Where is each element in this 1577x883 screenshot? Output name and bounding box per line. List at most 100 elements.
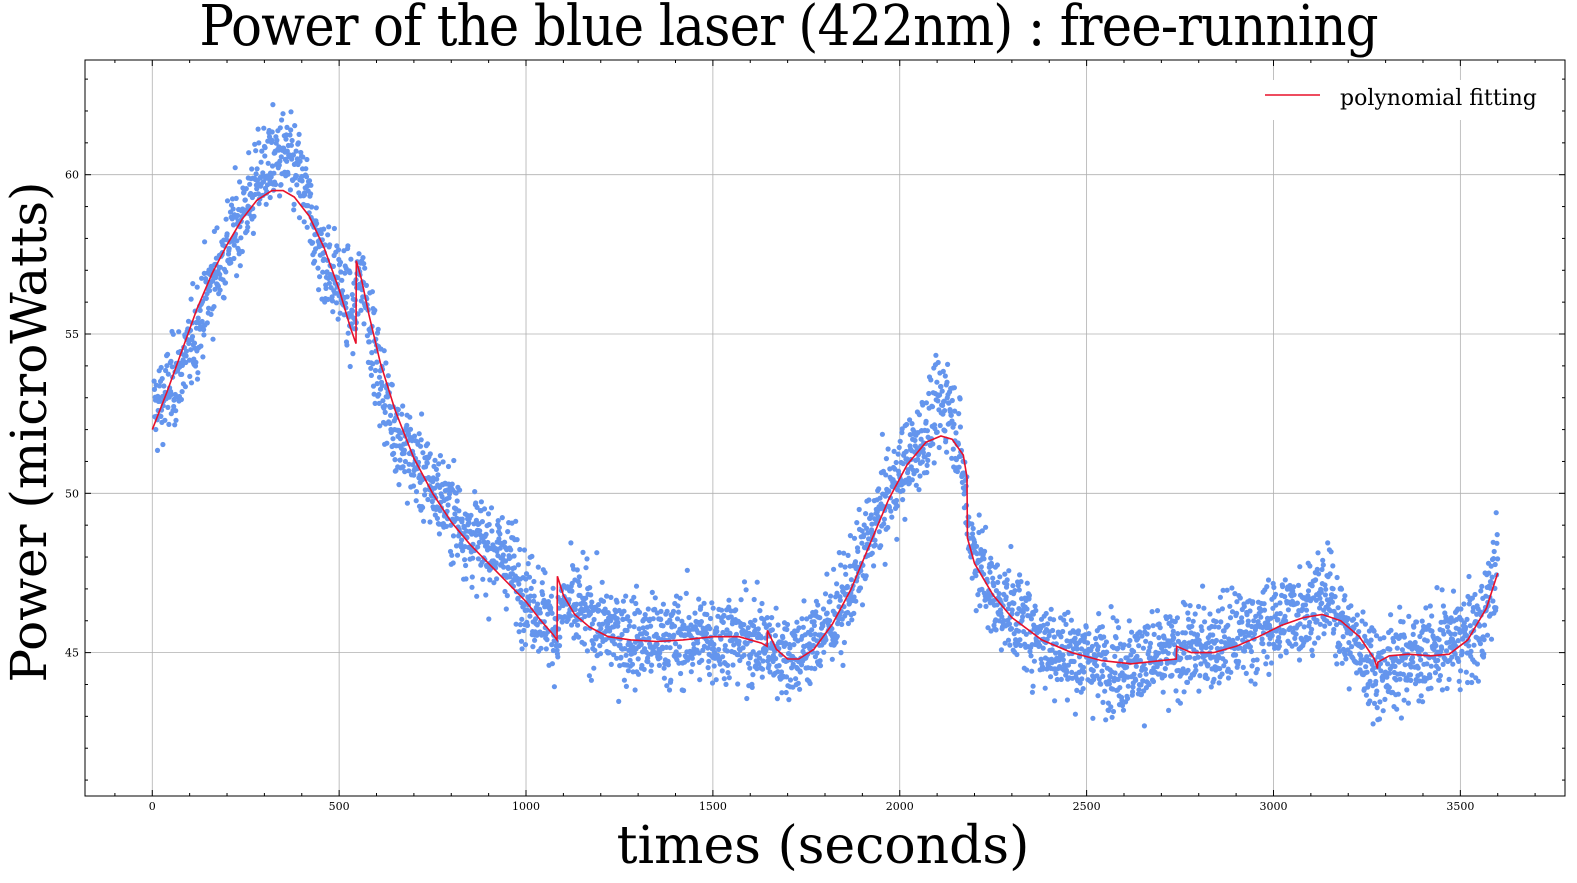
scatter-point: [1137, 629, 1143, 635]
scatter-point: [1346, 686, 1352, 692]
scatter-point: [1469, 595, 1475, 601]
scatter-point: [918, 436, 924, 442]
scatter-point: [1452, 651, 1458, 657]
scatter-point: [1292, 635, 1298, 642]
scatter-point: [539, 580, 545, 586]
scatter-point: [711, 663, 717, 669]
scatter-point: [1008, 543, 1014, 550]
scatter-point: [210, 278, 216, 284]
scatter-point: [707, 615, 714, 622]
scatter-point: [1481, 622, 1488, 628]
scatter-point: [161, 383, 167, 389]
scatter-point: [1305, 588, 1312, 594]
scatter-point: [271, 170, 277, 176]
x-tick-label: 1000: [512, 800, 540, 813]
scatter-point: [1094, 663, 1100, 669]
scatter-point: [824, 610, 830, 616]
scatter-point: [791, 642, 797, 648]
scatter-point: [404, 422, 410, 428]
legend-box: [1250, 80, 1550, 120]
scatter-point: [1225, 622, 1231, 629]
scatter-point: [1261, 601, 1267, 607]
scatter-point: [717, 661, 723, 667]
scatter-point: [956, 464, 962, 470]
scatter-point: [228, 260, 234, 266]
scatter-point: [590, 641, 597, 647]
scatter-point: [931, 460, 937, 466]
scatter-point: [1147, 640, 1154, 647]
scatter-point: [372, 400, 378, 406]
scatter-point: [293, 148, 299, 154]
scatter-point: [1394, 706, 1400, 712]
scatter-point: [1452, 631, 1458, 637]
scatter-point: [555, 654, 561, 660]
scatter-point: [1127, 637, 1133, 644]
scatter-point: [924, 428, 931, 434]
scatter-point: [527, 613, 533, 619]
scatter-point: [513, 621, 519, 627]
scatter-point: [1245, 618, 1251, 624]
scatter-point: [942, 408, 948, 414]
scatter-point: [944, 379, 950, 385]
scatter-point: [1213, 637, 1219, 644]
scatter-point: [1242, 648, 1248, 654]
scatter-point: [1208, 684, 1214, 690]
scatter-point: [616, 698, 622, 705]
scatter-point: [542, 570, 548, 576]
y-tick-label: 60: [65, 169, 79, 182]
scatter-point: [1371, 700, 1378, 707]
scatter-point: [1428, 663, 1434, 669]
scatter-point: [376, 400, 382, 406]
scatter-point: [263, 201, 269, 207]
scatter-point: [276, 162, 282, 168]
scatter-point: [931, 422, 938, 428]
scatter-point: [543, 646, 549, 652]
scatter-point: [309, 204, 315, 210]
scatter-point: [288, 142, 294, 148]
scatter-point: [1408, 664, 1414, 670]
scatter-point: [1291, 592, 1297, 598]
scatter-point: [518, 638, 525, 644]
scatter-point: [518, 587, 524, 594]
scatter-point: [1002, 640, 1008, 646]
scatter-point: [334, 243, 340, 249]
scatter-point: [1182, 630, 1188, 636]
scatter-point: [1362, 621, 1368, 627]
scatter-point: [1227, 615, 1234, 621]
scatter-point: [1413, 619, 1420, 625]
scatter-point: [1070, 646, 1076, 652]
scatter-point: [1215, 608, 1221, 614]
scatter-point: [267, 194, 273, 201]
scatter-point: [631, 594, 637, 600]
scatter-point: [526, 574, 533, 580]
scatter-point: [671, 623, 678, 629]
scatter-point: [1457, 629, 1463, 636]
scatter-point: [1315, 550, 1321, 556]
scatter-point: [297, 158, 303, 164]
scatter-point: [421, 518, 427, 524]
scatter-point: [191, 340, 198, 346]
scatter-point: [876, 486, 882, 492]
scatter-point: [1342, 652, 1348, 658]
scatter-point: [1295, 612, 1301, 618]
scatter-point: [1130, 689, 1136, 695]
scatter-point: [667, 645, 673, 651]
scatter-point: [1436, 637, 1442, 643]
scatter-point: [893, 459, 899, 466]
scatter-point: [1012, 588, 1018, 594]
scatter-point: [1488, 563, 1494, 569]
scatter-point: [224, 198, 231, 204]
scatter-point: [1416, 678, 1422, 684]
scatter-point: [437, 453, 443, 459]
scatter-point: [199, 275, 205, 281]
scatter-point: [1435, 666, 1441, 672]
scatter-point: [321, 226, 327, 232]
scatter-point: [950, 446, 956, 452]
scatter-point: [531, 578, 537, 585]
scatter-point: [1081, 669, 1087, 675]
scatter-point: [159, 376, 165, 382]
scatter-point: [505, 529, 511, 535]
scatter-point: [864, 525, 870, 532]
scatter-point: [591, 616, 597, 623]
scatter-point: [733, 607, 739, 613]
